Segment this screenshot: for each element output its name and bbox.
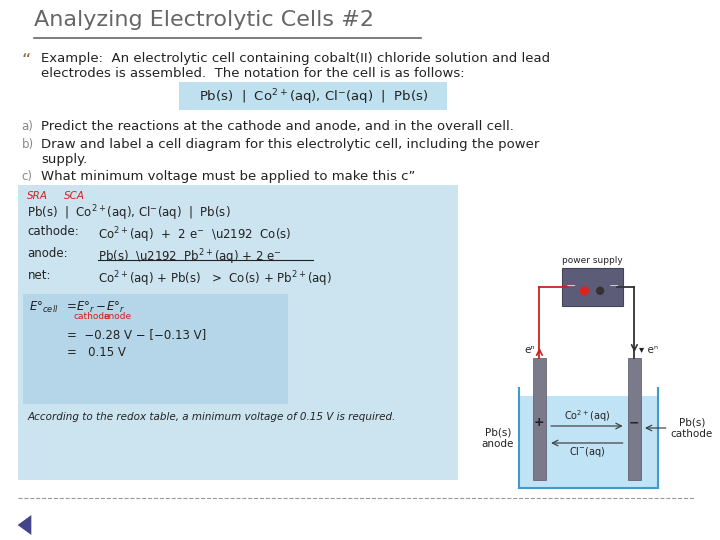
Text: anode: anode — [104, 312, 132, 321]
Text: SRA: SRA — [27, 191, 48, 201]
Text: ▾ eⁿ: ▾ eⁿ — [639, 345, 658, 355]
Text: eⁿ: eⁿ — [524, 345, 534, 355]
Bar — [17, 185, 458, 480]
Text: Draw and label a cell diagram for this electrolytic cell, including the power: Draw and label a cell diagram for this e… — [41, 138, 539, 151]
Bar — [628, 358, 642, 480]
Text: Pb(s)
anode: Pb(s) anode — [482, 427, 514, 449]
Text: According to the redox table, a minimum voltage of 0.15 V is required.: According to the redox table, a minimum … — [27, 412, 396, 422]
Bar — [533, 358, 546, 480]
Text: Cl$^{-}$(aq): Cl$^{-}$(aq) — [569, 445, 606, 459]
Text: =  −0.28 V − [−0.13 V]: = −0.28 V − [−0.13 V] — [66, 328, 206, 341]
Circle shape — [597, 287, 603, 294]
Text: Example:  An electrolytic cell containing cobalt(II) chloride solution and lead: Example: An electrolytic cell containing… — [41, 52, 550, 65]
Text: =: = — [66, 300, 76, 313]
Text: net:: net: — [27, 269, 51, 282]
Text: $E°_{cell}$: $E°_{cell}$ — [30, 300, 59, 315]
Text: Predict the reactions at the cathode and anode, and in the overall cell.: Predict the reactions at the cathode and… — [41, 120, 514, 133]
Text: Co$^{2+}$(aq) + Pb(s)   >  Co(s) + Pb$^{2+}$(aq): Co$^{2+}$(aq) + Pb(s) > Co(s) + Pb$^{2+}… — [98, 269, 332, 288]
Text: −: − — [629, 416, 639, 429]
Text: $E°_r$: $E°_r$ — [76, 300, 96, 315]
Text: +: + — [534, 416, 545, 429]
Text: What minimum voltage must be applied to make this c”: What minimum voltage must be applied to … — [41, 170, 415, 183]
Text: Co$^{2+}$(aq): Co$^{2+}$(aq) — [564, 408, 611, 424]
Text: electrodes is assembled.  The notation for the cell is as follows:: electrodes is assembled. The notation fo… — [41, 67, 464, 80]
FancyBboxPatch shape — [179, 82, 447, 110]
Text: cathode:: cathode: — [27, 225, 79, 238]
Text: b): b) — [22, 138, 34, 151]
Text: Pb(s)  \u2192  Pb$^{2+}$(aq) + 2 e$^{-}$: Pb(s) \u2192 Pb$^{2+}$(aq) + 2 e$^{-}$ — [98, 247, 282, 267]
Text: Analyzing Electrolytic Cells #2: Analyzing Electrolytic Cells #2 — [35, 10, 374, 30]
Text: anode:: anode: — [27, 247, 68, 260]
Text: −: − — [608, 280, 619, 293]
Text: Pb(s)  |  Co$^{2+}$(aq), Cl$^{-}$(aq)  |  Pb(s): Pb(s) | Co$^{2+}$(aq), Cl$^{-}$(aq) | Pb… — [27, 203, 231, 222]
Text: a): a) — [22, 120, 33, 133]
Text: cathode: cathode — [73, 312, 110, 321]
Text: $E°_r$: $E°_r$ — [106, 300, 125, 315]
Bar — [562, 268, 623, 306]
Text: −: − — [565, 280, 576, 293]
Text: Pb(s)
cathode: Pb(s) cathode — [670, 417, 713, 439]
Bar — [24, 294, 288, 404]
Text: c): c) — [22, 170, 32, 183]
Text: =   0.15 V: = 0.15 V — [66, 346, 125, 359]
Circle shape — [580, 287, 588, 295]
Bar — [519, 396, 658, 488]
Text: power supply: power supply — [562, 256, 623, 265]
Text: −: − — [96, 300, 106, 313]
Text: “: “ — [22, 52, 31, 70]
Text: SCA: SCA — [63, 191, 85, 201]
Text: supply.: supply. — [41, 153, 87, 166]
Polygon shape — [17, 515, 32, 535]
Text: Pb(s)  |  Co$^{2+}$(aq), Cl$^{-}$(aq)  |  Pb(s): Pb(s) | Co$^{2+}$(aq), Cl$^{-}$(aq) | Pb… — [199, 87, 428, 107]
Text: Co$^{2+}$(aq)  +  2 e$^{-}$  \u2192  Co(s): Co$^{2+}$(aq) + 2 e$^{-}$ \u2192 Co(s) — [98, 225, 291, 245]
